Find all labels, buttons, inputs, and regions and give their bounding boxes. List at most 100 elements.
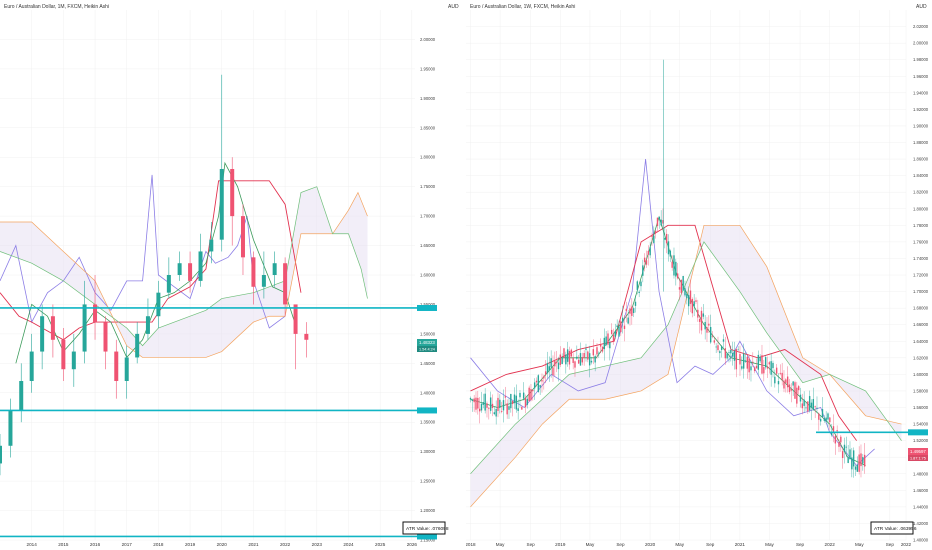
candle bbox=[814, 405, 816, 419]
candle bbox=[524, 394, 527, 414]
candle bbox=[673, 247, 675, 279]
candle bbox=[508, 397, 510, 420]
x-tick-label: 2020 bbox=[217, 542, 228, 547]
y-tick-label: 2.00000 bbox=[913, 41, 929, 46]
candle-body bbox=[565, 354, 567, 365]
candle-body bbox=[863, 454, 866, 467]
candle-body bbox=[807, 401, 809, 412]
chart-title: Euro / Australian Dollar, 1M, FXCM, Heik… bbox=[4, 4, 110, 10]
candle-body bbox=[572, 358, 574, 363]
candle bbox=[484, 388, 486, 414]
chart-svg-monthly[interactable]: 2.00000 1.95000 1.90000 1.85000 1.80000 1.750… bbox=[0, 0, 466, 550]
y-tick-label: 1.90000 bbox=[913, 123, 929, 128]
chart-panel-monthly[interactable]: 2.00000 1.95000 1.90000 1.85000 1.80000 1.750… bbox=[0, 0, 466, 550]
candle-body bbox=[658, 216, 661, 220]
candle-body bbox=[691, 298, 694, 314]
candle bbox=[709, 314, 712, 344]
candle-body bbox=[537, 375, 540, 392]
candle-body bbox=[592, 349, 595, 356]
candle-body bbox=[293, 304, 298, 334]
candle-body bbox=[803, 399, 805, 406]
candle-body bbox=[643, 257, 646, 263]
candle-body bbox=[642, 265, 644, 276]
ichimoku-cloud bbox=[470, 225, 902, 507]
candle-body bbox=[623, 325, 626, 329]
candle-body bbox=[841, 451, 844, 458]
candle-body bbox=[561, 357, 563, 365]
candle-body bbox=[818, 413, 820, 420]
candle bbox=[640, 280, 642, 292]
price-label-sub-text: 1.87:1:75 bbox=[910, 456, 926, 460]
candle bbox=[621, 305, 624, 334]
candle-body bbox=[124, 357, 129, 381]
candle bbox=[627, 309, 629, 325]
candle-body bbox=[770, 361, 772, 375]
chart-panel-weekly[interactable]: 2.02000 2.00000 1.98000 1.96000 1.94000 1.920… bbox=[466, 0, 932, 550]
candle bbox=[737, 346, 739, 351]
candle bbox=[642, 259, 644, 283]
candle bbox=[726, 352, 728, 360]
candle-body bbox=[219, 169, 224, 240]
candle bbox=[230, 157, 235, 246]
candle bbox=[794, 380, 796, 399]
atr-value-text: ATR Value: .076098 bbox=[406, 526, 449, 532]
candle bbox=[491, 394, 494, 417]
candle bbox=[61, 328, 66, 381]
candle bbox=[605, 331, 607, 347]
y-tick-label: 2.00000 bbox=[420, 37, 436, 42]
candle bbox=[786, 366, 789, 393]
candle bbox=[649, 242, 651, 259]
candle-body bbox=[854, 466, 857, 470]
chart-svg-weekly[interactable]: 2.02000 2.00000 1.98000 1.96000 1.94000 1.920… bbox=[466, 0, 932, 550]
x-tick-label: 2019 bbox=[185, 542, 196, 547]
candle bbox=[552, 355, 554, 382]
candle bbox=[631, 298, 633, 325]
y-tick-label: 1.60000 bbox=[420, 273, 436, 278]
candle bbox=[482, 393, 485, 409]
grid bbox=[466, 10, 907, 541]
x-tick-label: 2019 bbox=[555, 542, 566, 547]
y-tick-label: 1.94000 bbox=[913, 90, 929, 95]
candle bbox=[574, 360, 576, 377]
candle bbox=[724, 336, 727, 365]
candle bbox=[497, 392, 499, 418]
candle-body bbox=[693, 301, 695, 307]
y-tick-label: 1.44000 bbox=[913, 504, 929, 509]
level-price-tag bbox=[417, 304, 437, 311]
y-tick-label: 2.02000 bbox=[913, 24, 929, 29]
candle-body bbox=[585, 348, 587, 350]
candle-body bbox=[689, 290, 692, 304]
candle bbox=[19, 363, 24, 423]
candle bbox=[647, 245, 650, 266]
candle bbox=[550, 350, 552, 378]
candle bbox=[554, 351, 556, 377]
candle bbox=[832, 414, 835, 443]
y-tick-label: 1.40000 bbox=[913, 538, 929, 543]
candle-body bbox=[840, 436, 842, 443]
candle-body bbox=[862, 457, 864, 464]
candle bbox=[788, 378, 791, 395]
candle bbox=[858, 446, 860, 475]
candle-body bbox=[697, 309, 699, 318]
candle bbox=[768, 361, 771, 374]
candle-body bbox=[251, 257, 256, 287]
y-tick-label: 1.80000 bbox=[420, 155, 436, 160]
red-line bbox=[470, 224, 857, 441]
y-tick-label: 1.54000 bbox=[913, 422, 929, 427]
candle bbox=[601, 345, 604, 354]
candle-body bbox=[764, 357, 767, 368]
candle bbox=[834, 434, 837, 455]
candle bbox=[843, 437, 846, 464]
y-tick-label: 1.55000 bbox=[420, 302, 436, 307]
currency-label: AUD bbox=[916, 4, 927, 10]
price-label-sub-text: 1.54:4:24 bbox=[419, 347, 435, 351]
candle bbox=[863, 443, 866, 474]
candle-body bbox=[502, 400, 505, 411]
candle bbox=[807, 401, 809, 414]
candle bbox=[581, 352, 584, 366]
candle bbox=[135, 322, 140, 364]
candle-body bbox=[814, 406, 816, 408]
candle bbox=[708, 315, 710, 333]
ichimoku-cloud bbox=[0, 186, 368, 358]
x-tick-label: May bbox=[765, 542, 774, 547]
